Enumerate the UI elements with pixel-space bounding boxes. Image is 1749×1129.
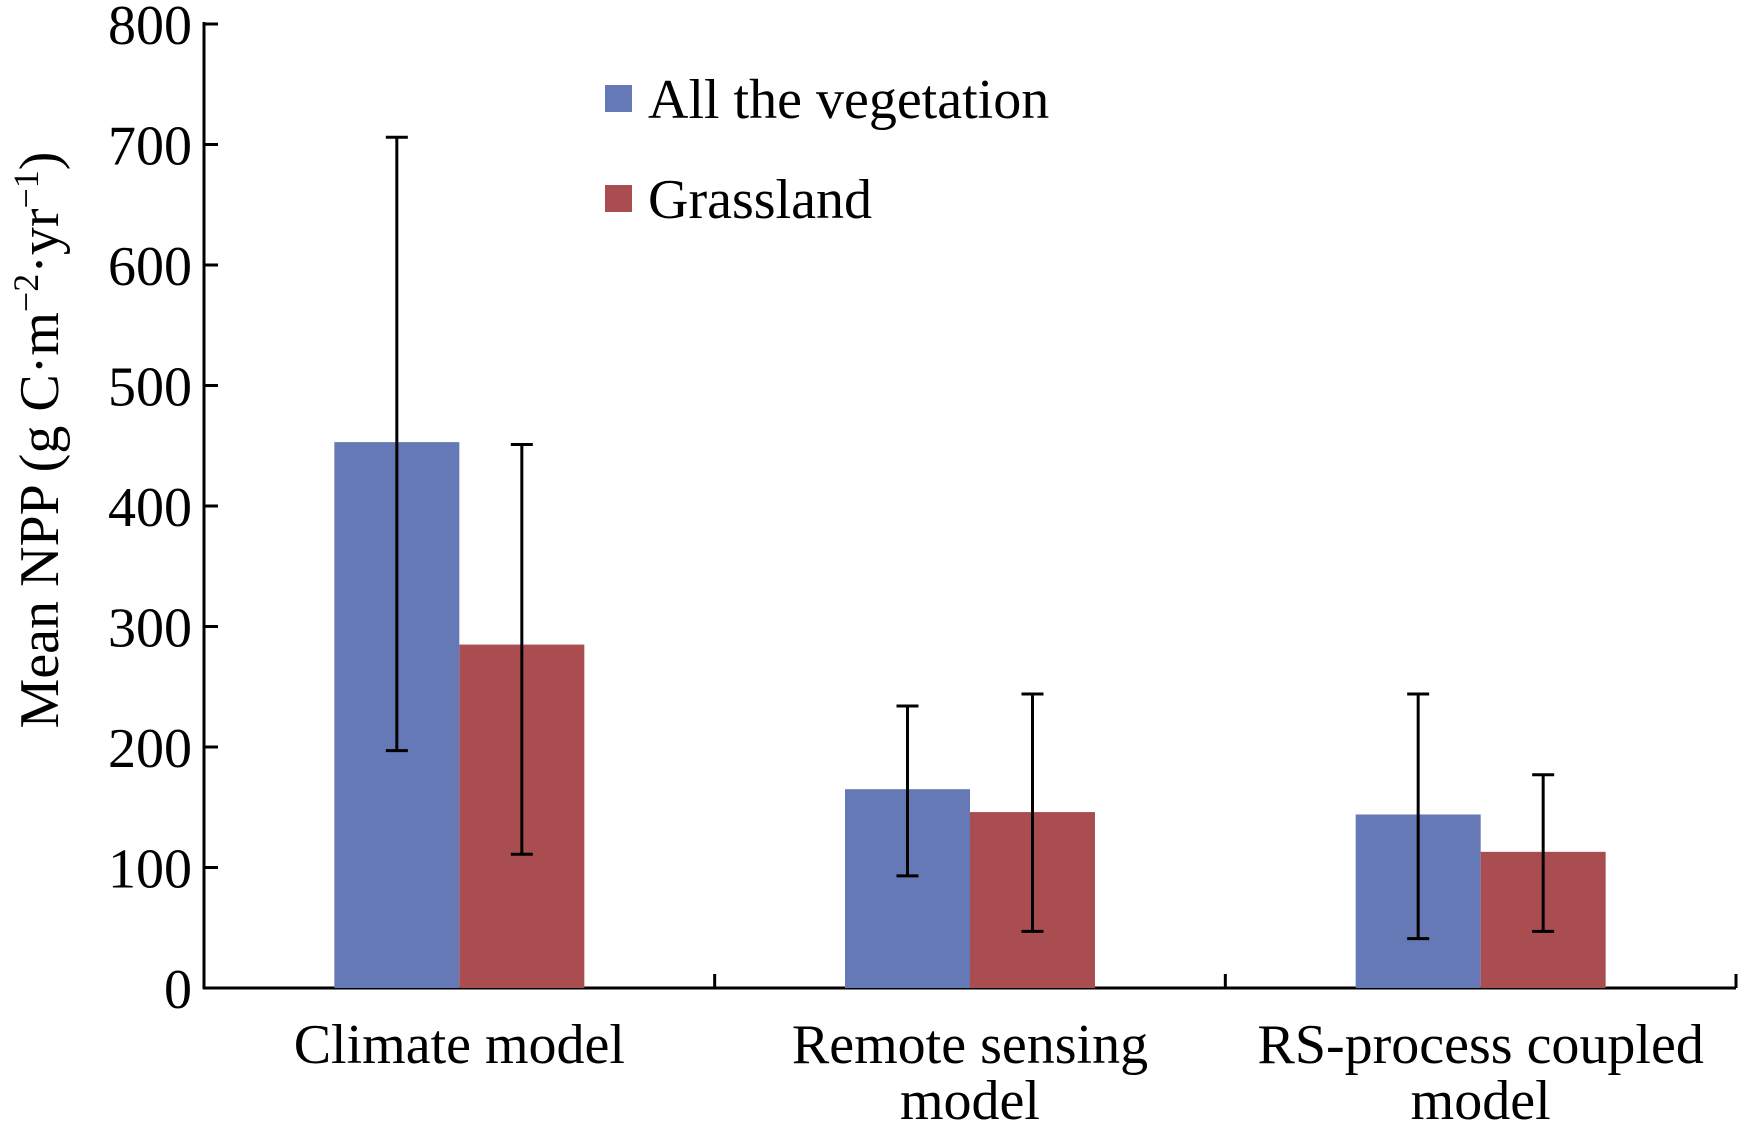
legend: All the vegetation Grassland [605, 69, 1049, 231]
y-tick-label: 200 [108, 718, 192, 780]
chart-axes: 0 100 200 300 400 500 600 700 800 Climate model Re… [108, 0, 1738, 1129]
legend-label: Grassland [648, 169, 872, 231]
x-tick-label: Climate model [294, 1014, 625, 1076]
y-tick-label: 600 [108, 236, 192, 298]
y-tick-label: 800 [108, 0, 192, 57]
bar-series [334, 442, 1606, 988]
y-tick-label: 300 [108, 598, 192, 660]
x-tick-label: RS-process coupled model [1257, 1014, 1703, 1129]
y-tick-label: 400 [108, 477, 192, 539]
y-axis-label: Mean NPP (g C·m−2·yr−1) [6, 152, 71, 729]
error-bars [385, 135, 1555, 941]
y-tick-label: 700 [108, 116, 192, 178]
legend-swatch [605, 185, 632, 212]
x-tick-label: Remote sensing model [792, 1014, 1148, 1129]
y-tick-label: 500 [108, 357, 192, 419]
legend-swatch [605, 85, 632, 112]
legend-label: All the vegetation [648, 69, 1049, 131]
y-tick-label: 0 [164, 959, 192, 1021]
y-tick-label: 100 [108, 839, 192, 901]
